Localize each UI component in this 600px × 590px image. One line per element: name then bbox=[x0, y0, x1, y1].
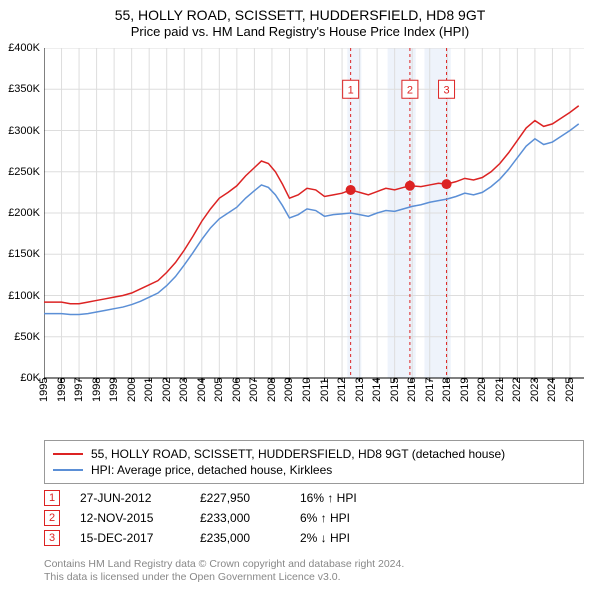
xtick-label: 2021 bbox=[494, 378, 506, 402]
ytick-label: £400K bbox=[8, 42, 40, 54]
xtick-label: 1996 bbox=[56, 378, 68, 402]
svg-text:1: 1 bbox=[348, 84, 354, 96]
sale-change-3: 2% ↓ HPI bbox=[300, 531, 400, 545]
attribution: Contains HM Land Registry data © Crown c… bbox=[44, 558, 404, 583]
attribution-line2: This data is licensed under the Open Gov… bbox=[44, 571, 404, 584]
xtick-label: 2008 bbox=[266, 378, 278, 402]
xtick-label: 2020 bbox=[476, 378, 488, 402]
sale-marker-1: 1 bbox=[44, 490, 60, 506]
legend-row-hpi: HPI: Average price, detached house, Kirk… bbox=[53, 463, 575, 477]
sale-price-2: £233,000 bbox=[200, 511, 300, 525]
legend-label-hpi: HPI: Average price, detached house, Kirk… bbox=[91, 463, 332, 477]
sale-row-2: 2 12-NOV-2015 £233,000 6% ↑ HPI bbox=[44, 510, 584, 526]
chart-svg: 1 2 3 bbox=[44, 48, 584, 408]
xtick-label: 2022 bbox=[511, 378, 523, 402]
xtick-label: 2006 bbox=[231, 378, 243, 402]
xtick-label: 2011 bbox=[319, 378, 331, 402]
title-line2: Price paid vs. HM Land Registry's House … bbox=[0, 24, 600, 39]
sale-row-3: 3 15-DEC-2017 £235,000 2% ↓ HPI bbox=[44, 530, 584, 546]
xtick-label: 1997 bbox=[73, 378, 85, 402]
xtick-label: 1998 bbox=[91, 378, 103, 402]
title-line1: 55, HOLLY ROAD, SCISSETT, HUDDERSFIELD, … bbox=[0, 0, 600, 24]
xtick-label: 2005 bbox=[213, 378, 225, 402]
xtick-label: 2010 bbox=[301, 378, 313, 402]
sale-change-2: 6% ↑ HPI bbox=[300, 511, 400, 525]
chart-container: 55, HOLLY ROAD, SCISSETT, HUDDERSFIELD, … bbox=[0, 0, 600, 590]
sale-date-3: 15-DEC-2017 bbox=[80, 531, 200, 545]
xtick-label: 2016 bbox=[406, 378, 418, 402]
xtick-label: 2013 bbox=[354, 378, 366, 402]
legend-box: 55, HOLLY ROAD, SCISSETT, HUDDERSFIELD, … bbox=[44, 440, 584, 484]
legend-swatch-property bbox=[53, 453, 83, 455]
chart-area: 123 £0K£50K£100K£150K£200K£250K£300K£350… bbox=[44, 48, 584, 408]
xtick-label: 2004 bbox=[196, 378, 208, 402]
xtick-label: 2024 bbox=[546, 378, 558, 402]
svg-text:2: 2 bbox=[407, 84, 413, 96]
xtick-label: 2003 bbox=[178, 378, 190, 402]
xtick-label: 2001 bbox=[143, 378, 155, 402]
xtick-label: 2025 bbox=[564, 378, 576, 402]
xtick-label: 2012 bbox=[336, 378, 348, 402]
xtick-label: 2007 bbox=[248, 378, 260, 402]
xtick-label: 2000 bbox=[126, 378, 138, 402]
svg-text:3: 3 bbox=[443, 84, 449, 96]
ytick-label: £150K bbox=[8, 248, 40, 260]
legend-swatch-hpi bbox=[53, 469, 83, 471]
xtick-label: 2017 bbox=[424, 378, 436, 402]
sale-price-1: £227,950 bbox=[200, 491, 300, 505]
xtick-label: 2015 bbox=[389, 378, 401, 402]
ytick-label: £250K bbox=[8, 166, 40, 178]
sale-change-1: 16% ↑ HPI bbox=[300, 491, 400, 505]
xtick-label: 2023 bbox=[529, 378, 541, 402]
xtick-label: 2019 bbox=[459, 378, 471, 402]
ytick-label: £50K bbox=[14, 331, 40, 343]
attribution-line1: Contains HM Land Registry data © Crown c… bbox=[44, 558, 404, 571]
ytick-label: £350K bbox=[8, 83, 40, 95]
legend-label-property: 55, HOLLY ROAD, SCISSETT, HUDDERSFIELD, … bbox=[91, 447, 505, 461]
sales-table: 1 27-JUN-2012 £227,950 16% ↑ HPI 2 12-NO… bbox=[44, 486, 584, 550]
sale-price-3: £235,000 bbox=[200, 531, 300, 545]
xtick-label: 1995 bbox=[38, 378, 50, 402]
ytick-label: £300K bbox=[8, 125, 40, 137]
xtick-label: 1999 bbox=[108, 378, 120, 402]
sale-marker-2: 2 bbox=[44, 510, 60, 526]
sale-row-1: 1 27-JUN-2012 £227,950 16% ↑ HPI bbox=[44, 490, 584, 506]
sale-marker-3: 3 bbox=[44, 530, 60, 546]
xtick-label: 2014 bbox=[371, 378, 383, 402]
xtick-label: 2002 bbox=[161, 378, 173, 402]
xtick-label: 2018 bbox=[441, 378, 453, 402]
sale-date-1: 27-JUN-2012 bbox=[80, 491, 200, 505]
sale-date-2: 12-NOV-2015 bbox=[80, 511, 200, 525]
legend-row-property: 55, HOLLY ROAD, SCISSETT, HUDDERSFIELD, … bbox=[53, 447, 575, 461]
xtick-label: 2009 bbox=[283, 378, 295, 402]
ytick-label: £100K bbox=[8, 290, 40, 302]
ytick-label: £200K bbox=[8, 207, 40, 219]
